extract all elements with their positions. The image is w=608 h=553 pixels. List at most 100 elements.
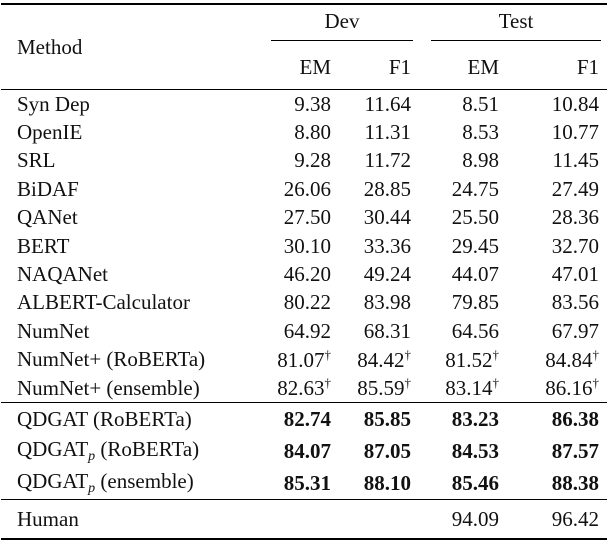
column-header: F1 [339,45,419,90]
method-cell: Syn Dep [17,91,90,116]
value-cell: 11.72 [364,148,411,173]
value-cell: 84.84† [507,346,607,374]
value-cell: 86.16† [507,373,608,404]
value-cell: 11.45 [552,148,600,173]
method-cell: BERT [17,233,70,258]
method-cell: QANet [17,205,78,230]
method-header: Method [1,4,259,90]
subheader-row: EM F1 EM F1 [1,45,608,90]
value-cell: 86.38 [551,406,600,431]
value-cell: 84.53 [451,438,499,463]
text: 81.07 [277,347,325,372]
superscript: † [592,375,600,391]
value-cell: 83.98 [363,290,411,315]
table-row: OpenIE 8.80 11.31 8.53 10.77 [1,118,607,146]
value-cell: 8.80 [294,120,331,145]
value-cell: 30.44 [363,205,411,230]
superscript: † [492,375,500,391]
group-label: Test [431,9,602,41]
text: 86.16 [545,376,593,401]
value-cell: 96.42 [551,506,600,531]
table-row: SRL 9.28 11.72 8.98 11.45 [1,147,607,175]
value-cell: 27.49 [551,176,600,201]
value-cell: 83.56 [551,290,600,315]
results-table: Method Dev Test EM F1 EM F1 Syn Dep 9.38 1… [1,3,608,541]
column-header: EM [419,45,507,90]
value-cell: 47.01 [551,262,600,287]
value-cell: 8.98 [462,148,499,173]
value-cell: 81.52† [419,346,507,374]
text: 84.42 [357,347,405,372]
method-cell: NumNet [17,318,90,343]
value-cell: 27.50 [283,205,331,230]
value-cell: 33.36 [363,233,411,258]
value-cell: 64.92 [283,318,331,343]
superscript: † [404,375,412,391]
table-row: NumNet 64.92 68.31 64.56 67.97 [1,317,607,345]
value-cell: 29.45 [451,233,499,258]
table-row: QDGATp (RoBERTa) 84.07 87.05 84.53 87.57 [1,435,607,467]
value-cell: 81.07† [259,346,339,374]
value-cell: 83.23 [451,406,499,431]
text: 81.52 [445,347,493,372]
column-header: EM [259,45,339,90]
method-cell: Human [17,506,79,531]
method-cell: OpenIE [17,120,83,145]
table-row: ALBERT-Calculator 80.22 83.98 79.85 83.56 [1,289,607,317]
table-row: BERT 30.10 33.36 29.45 32.70 [1,232,607,260]
value-cell: 88.10 [339,467,419,501]
method-cell: QDGATp (ensemble) [1,467,259,501]
method-cell: BiDAF [17,176,79,201]
text: 82.63 [277,376,325,401]
table-row: NumNet+ (ensemble) 82.63† 85.59† 83.14† 86.1… [1,373,608,404]
table-row: QANet 27.50 30.44 25.50 28.36 [1,204,607,232]
method-cell: ALBERT-Calculator [17,290,190,315]
value-cell: 25.50 [451,205,499,230]
value-cell: 9.38 [294,91,331,116]
table-row: NAQANet 46.20 49.24 44.07 47.01 [1,260,607,288]
value-cell: 28.36 [551,205,600,230]
value-cell: 30.10 [283,233,331,258]
value-cell: 85.46 [419,467,507,501]
method-cell: NAQANet [17,262,108,287]
value-cell: 83.14† [419,373,507,404]
value-cell: 84.07 [283,438,331,463]
value-cell: 94.09 [451,506,499,531]
value-cell: 88.38 [507,467,608,501]
value-cell [339,500,419,540]
value-cell: 68.31 [363,318,411,343]
superscript: † [324,375,332,391]
value-cell: 11.31 [364,120,411,145]
value-cell: 80.22 [283,290,331,315]
value-cell: 67.97 [551,318,600,343]
value-cell: 84.42† [339,346,419,374]
value-cell: 11.64 [364,91,411,116]
superscript: † [404,346,412,362]
value-cell: 24.75 [451,176,499,201]
method-cell: QDGATp (RoBERTa) [1,435,259,467]
column-header: F1 [507,45,608,90]
table-row: BiDAF 26.06 28.85 24.75 27.49 [1,175,607,203]
value-cell: 44.07 [451,262,499,287]
text: 83.14 [445,376,493,401]
method-cell: NumNet+ (ensemble) [1,373,259,404]
page: Method Dev Test EM F1 EM F1 Syn Dep 9.38 1… [0,3,608,553]
method-cell: SRL [17,148,56,173]
value-cell: 8.51 [462,91,499,116]
value-cell: 85.85 [363,406,411,431]
value-cell: 26.06 [283,176,331,201]
header-row: Method Dev Test [1,4,607,90]
table-row: QDGATp (ensemble) 85.31 88.10 85.46 88.38 [1,467,608,501]
table-body: Syn Dep 9.38 11.64 8.51 10.84 OpenIE 8.80 11.31… [1,90,608,540]
superscript: † [324,346,332,362]
table-row: Human 94.09 96.42 [1,500,607,540]
method-cell: NumNet+ (RoBERTa) [17,347,206,372]
table-row: Syn Dep 9.38 11.64 8.51 10.84 [1,90,607,119]
text: 84.84 [545,347,593,372]
value-cell: 85.59† [339,373,419,404]
value-cell: 9.28 [294,148,331,173]
table-header: Method Dev Test EM F1 EM F1 [1,4,608,90]
value-cell: 87.05 [363,438,411,463]
table-row: NumNet+ (RoBERTa) 81.07† 84.42† 81.52† 84.84… [1,346,607,374]
text: QDGAT [17,437,89,462]
